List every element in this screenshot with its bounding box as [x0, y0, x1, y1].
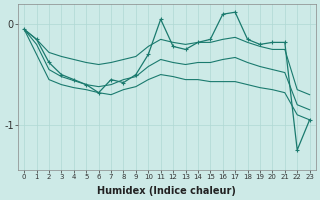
X-axis label: Humidex (Indice chaleur): Humidex (Indice chaleur) — [98, 186, 236, 196]
